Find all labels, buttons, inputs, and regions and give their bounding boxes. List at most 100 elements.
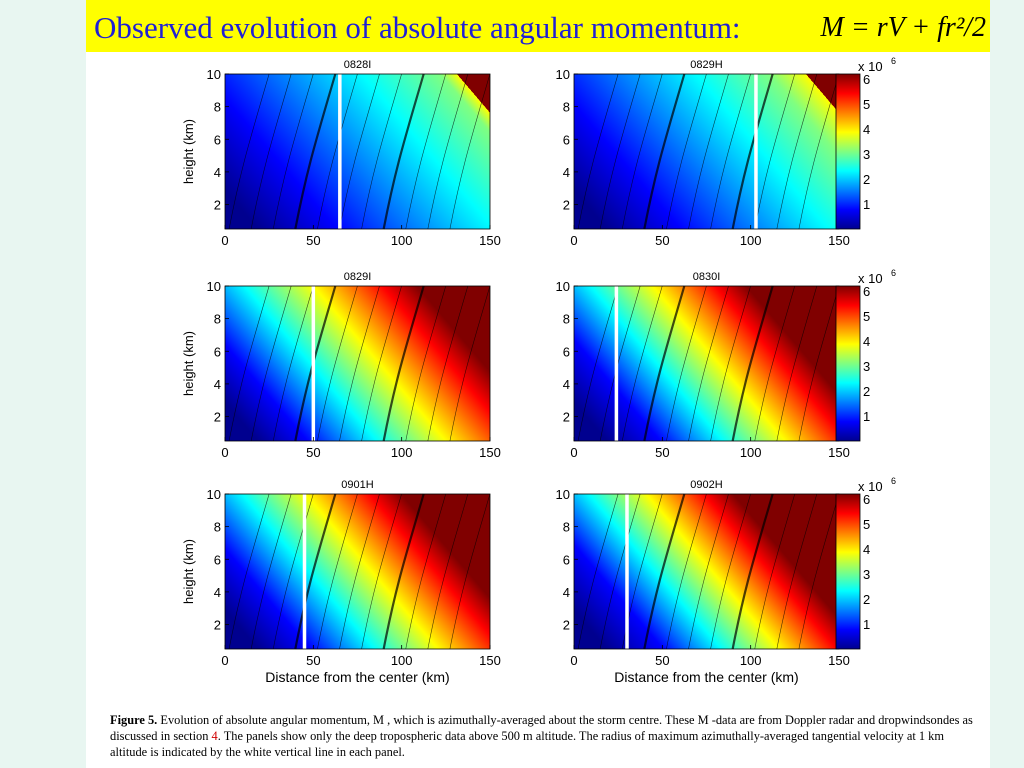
y-tick-label: 8 <box>563 100 570 115</box>
y-tick-label: 6 <box>214 552 221 567</box>
colorbar-tick-label: 5 <box>863 309 870 324</box>
colorbar-multiplier: x 10 <box>858 59 883 74</box>
contour-line <box>228 493 270 650</box>
panel-title: 0828I <box>344 59 372 71</box>
x-tick-label: 0 <box>221 653 228 668</box>
colorbar-exponent: 6 <box>891 56 896 66</box>
contour-line <box>731 73 774 230</box>
contour-line <box>382 285 425 442</box>
contour-line <box>449 73 491 230</box>
colorbar-tick-label: 5 <box>863 517 870 532</box>
x-tick-label: 150 <box>828 233 850 248</box>
panel-title: 0829I <box>344 271 372 283</box>
x-tick-label: 100 <box>391 653 413 668</box>
contour-line <box>666 493 707 650</box>
contour-line <box>449 493 491 650</box>
y-tick-label: 4 <box>214 165 221 180</box>
colorbar <box>835 285 861 442</box>
plot-frame <box>224 285 491 442</box>
contour-line <box>577 493 619 650</box>
contour-line <box>250 285 292 442</box>
caption-label: Figure 5. <box>110 713 158 727</box>
colorbar-tick-label: 1 <box>863 197 870 212</box>
x-tick-label: 0 <box>570 233 577 248</box>
contour-line <box>317 493 358 650</box>
y-tick-label: 2 <box>563 410 570 425</box>
x-tick-label: 100 <box>391 445 413 460</box>
y-axis-label: height (km) <box>181 119 196 184</box>
x-tick-label: 100 <box>740 233 762 248</box>
panel-title: 0901H <box>341 479 373 491</box>
contour-line <box>294 493 337 650</box>
colorbar-tick-label: 3 <box>863 567 870 582</box>
colorbar-tick-label: 1 <box>863 617 870 632</box>
contour-line <box>731 285 774 442</box>
contour-line <box>731 493 774 650</box>
contour-line <box>643 73 686 230</box>
figure-caption: Figure 5. Evolution of absolute angular … <box>110 712 980 760</box>
y-tick-label: 10 <box>556 67 570 82</box>
x-tick-label: 150 <box>828 653 850 668</box>
contour-line <box>272 285 314 442</box>
colorbar-tick-label: 2 <box>863 384 870 399</box>
y-tick-label: 4 <box>563 585 570 600</box>
contour-line <box>272 493 314 650</box>
y-tick-label: 8 <box>563 520 570 535</box>
x-tick-label: 150 <box>479 653 501 668</box>
contour-line <box>577 73 619 230</box>
contour-line <box>643 493 686 650</box>
caption-section-link[interactable]: 4 <box>211 729 218 743</box>
colorbar-tick-label: 2 <box>863 172 870 187</box>
contour-line <box>666 285 707 442</box>
figure: 0828I 10 8 6 4 2 0 50 100 150 height (km) 0829H 10 8 6… <box>86 52 990 768</box>
contour-line <box>228 73 270 230</box>
contour-line <box>449 285 491 442</box>
x-tick-label: 150 <box>479 233 501 248</box>
y-tick-label: 6 <box>563 344 570 359</box>
x-tick-label: 0 <box>570 445 577 460</box>
x-tick-label: 100 <box>740 653 762 668</box>
contour-line <box>754 73 796 230</box>
contour-line <box>798 493 840 650</box>
panel-title: 0829H <box>690 59 722 71</box>
colorbar-tick-label: 6 <box>863 284 870 299</box>
colorbar-multiplier: x 10 <box>858 479 883 494</box>
x-tick-label: 0 <box>221 233 228 248</box>
contour-line <box>250 493 292 650</box>
y-tick-label: 6 <box>563 552 570 567</box>
contour-line <box>643 285 686 442</box>
x-tick-label: 50 <box>655 653 669 668</box>
colorbar-exponent: 6 <box>891 268 896 278</box>
contour-line <box>798 73 840 230</box>
x-tick-label: 50 <box>655 233 669 248</box>
x-tick-label: 0 <box>221 445 228 460</box>
colorbar-tick-label: 6 <box>863 492 870 507</box>
slide-formula: M = rV + fr²/2 <box>820 12 986 43</box>
x-tick-label: 0 <box>570 653 577 668</box>
contour-line <box>228 285 270 442</box>
y-tick-label: 4 <box>563 165 570 180</box>
x-tick-label: 50 <box>306 233 320 248</box>
colorbar-tick-label: 4 <box>863 122 870 137</box>
contour-line <box>599 73 641 230</box>
y-axis-label: height (km) <box>181 539 196 604</box>
contour-line <box>427 493 469 650</box>
contour-line <box>405 493 447 650</box>
colorbar <box>835 73 861 230</box>
contour-line <box>382 73 425 230</box>
contour-line <box>710 73 751 230</box>
panel-title: 0902H <box>690 479 722 491</box>
y-axis-label: height (km) <box>181 331 196 396</box>
y-tick-label: 10 <box>207 487 221 502</box>
colorbar <box>835 493 861 650</box>
y-tick-label: 4 <box>214 377 221 392</box>
y-tick-label: 10 <box>207 279 221 294</box>
contour-line <box>361 73 402 230</box>
y-tick-label: 6 <box>214 132 221 147</box>
colorbar-tick-label: 4 <box>863 334 870 349</box>
y-tick-label: 2 <box>214 618 221 633</box>
y-tick-label: 10 <box>207 67 221 82</box>
contour-line <box>361 493 402 650</box>
x-tick-label: 100 <box>740 445 762 460</box>
